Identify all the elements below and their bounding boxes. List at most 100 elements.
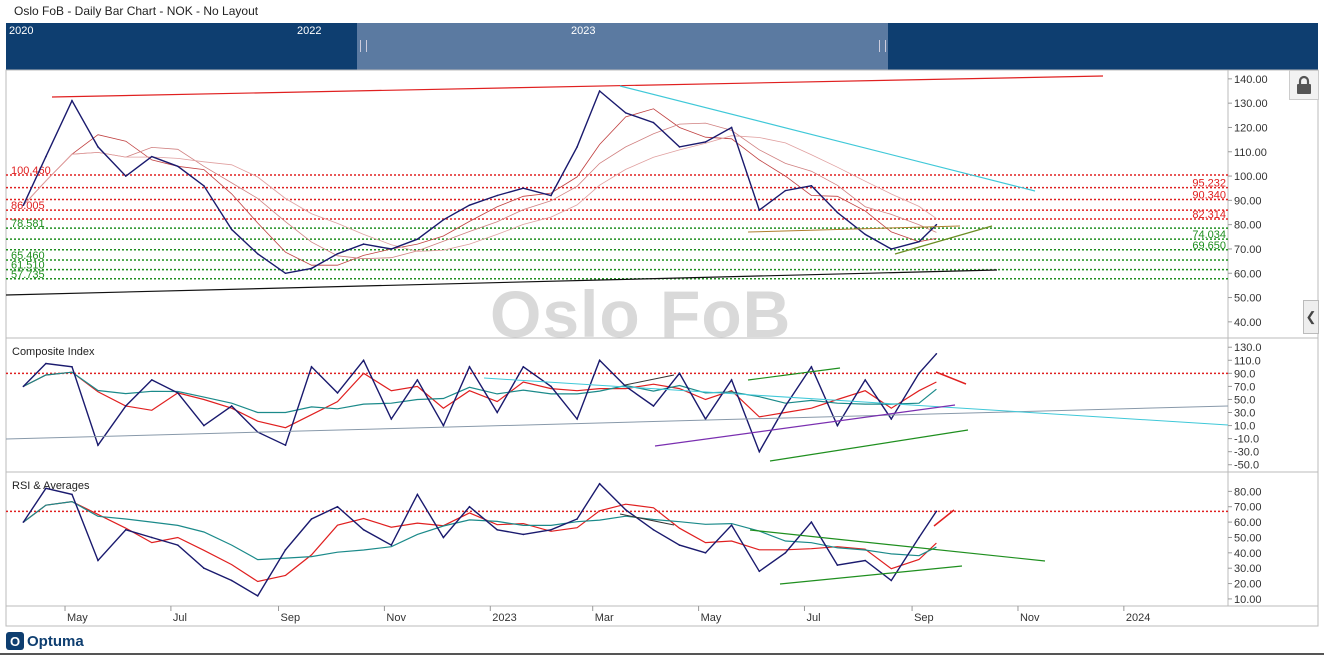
data-point (97, 146, 99, 148)
y-tick-label: 50.00 (1234, 293, 1262, 305)
data-point (652, 405, 655, 407)
data-point (678, 544, 681, 546)
date-navigator[interactable]: 2020 2022 2023 (6, 23, 1318, 70)
level-label: 78.581 (11, 218, 45, 230)
data-point (151, 379, 153, 381)
data-point (810, 521, 813, 523)
data-point (730, 524, 733, 526)
y-tick-label: 130.00 (1234, 98, 1268, 110)
pane-title: RSI & Averages (12, 480, 90, 492)
data-point (576, 518, 578, 520)
trendline (619, 513, 675, 526)
trendline (483, 377, 1229, 426)
level-label: 90.340 (1192, 190, 1226, 202)
chart-title: Oslo FoB - Daily Bar Chart - NOK - No La… (14, 4, 259, 18)
moving-average (23, 135, 937, 252)
data-point (416, 493, 419, 496)
data-point (918, 536, 920, 539)
data-point (864, 559, 867, 562)
y-tick-label: 80.00 (1234, 220, 1262, 232)
data-point (784, 552, 787, 554)
data-point (71, 366, 73, 368)
data-point (550, 385, 552, 388)
lock-button[interactable] (1289, 70, 1319, 100)
data-point (784, 405, 787, 407)
trendline (935, 371, 967, 385)
navigator-right-handle[interactable] (879, 40, 886, 52)
pane-frame (5, 471, 1319, 607)
y-tick-label: -50.0 (1234, 460, 1259, 472)
data-point (704, 418, 707, 420)
data-point (203, 184, 205, 187)
y-tick-label: 130.0 (1234, 342, 1262, 354)
data-point (390, 544, 393, 546)
data-point (97, 444, 99, 446)
data-point (598, 482, 601, 485)
level-label: 61.510 (11, 260, 45, 272)
data-point (576, 418, 578, 420)
data-point (935, 223, 938, 226)
data-point (918, 372, 920, 375)
data-point (362, 243, 365, 245)
navigator-year: 2020 (9, 25, 34, 37)
data-point (230, 228, 233, 231)
descending-trendline (619, 85, 1036, 192)
navigator-left-handle[interactable] (360, 40, 367, 52)
data-point (758, 570, 761, 573)
resistance-trendline (51, 75, 1104, 98)
y-tick-label: 90.0 (1234, 368, 1255, 380)
data-point (522, 187, 525, 190)
y-tick-label: 60.00 (1234, 268, 1262, 280)
y-tick-label: 120.00 (1234, 122, 1268, 134)
level-label: 74.034 (1192, 229, 1226, 241)
y-tick-label: -30.0 (1234, 447, 1259, 459)
optuma-logo: O Optuma (6, 630, 84, 652)
trendline (747, 225, 961, 233)
data-point (730, 379, 733, 381)
data-point (496, 411, 499, 414)
data-point (416, 379, 419, 381)
data-point (310, 267, 313, 270)
data-point (522, 533, 525, 536)
navigator-selection[interactable] (357, 23, 888, 70)
collapse-panel-button[interactable]: ❮ (1303, 300, 1319, 334)
data-point (151, 536, 153, 539)
data-point (810, 184, 813, 187)
x-tick-label: May (701, 612, 722, 624)
x-tick-label: Jul (173, 612, 187, 624)
watermark: Oslo FoB (490, 277, 792, 351)
data-point (336, 253, 339, 255)
trendline (933, 509, 955, 527)
data-point (284, 548, 287, 551)
data-point (468, 366, 471, 368)
data-point (935, 352, 938, 355)
data-point (836, 211, 839, 214)
data-point (416, 238, 419, 241)
y-tick-label: 10.0 (1234, 421, 1255, 433)
trendline (654, 404, 956, 447)
data-point (652, 528, 655, 531)
data-point (624, 509, 627, 511)
level-label: 95.232 (1192, 178, 1226, 190)
data-point (864, 233, 867, 236)
data-point (22, 385, 25, 388)
data-point (22, 204, 25, 207)
data-point (576, 146, 578, 148)
y-tick-label: 100.00 (1234, 171, 1268, 183)
data-point (390, 418, 393, 420)
data-point (836, 424, 839, 427)
data-point (704, 141, 707, 143)
data-point (890, 579, 893, 582)
x-tick-label: Sep (914, 612, 934, 624)
x-tick-label: Nov (1020, 612, 1040, 624)
data-point (230, 579, 233, 582)
data-point (22, 521, 25, 523)
y-tick-label: 50.00 (1234, 532, 1262, 544)
level-label: 65.460 (11, 250, 45, 262)
fast-average (23, 371, 937, 429)
data-point (522, 366, 525, 368)
data-point (362, 359, 365, 362)
data-point (442, 536, 445, 539)
data-point (124, 175, 127, 177)
chevron-left-icon: ❮ (1305, 309, 1317, 324)
